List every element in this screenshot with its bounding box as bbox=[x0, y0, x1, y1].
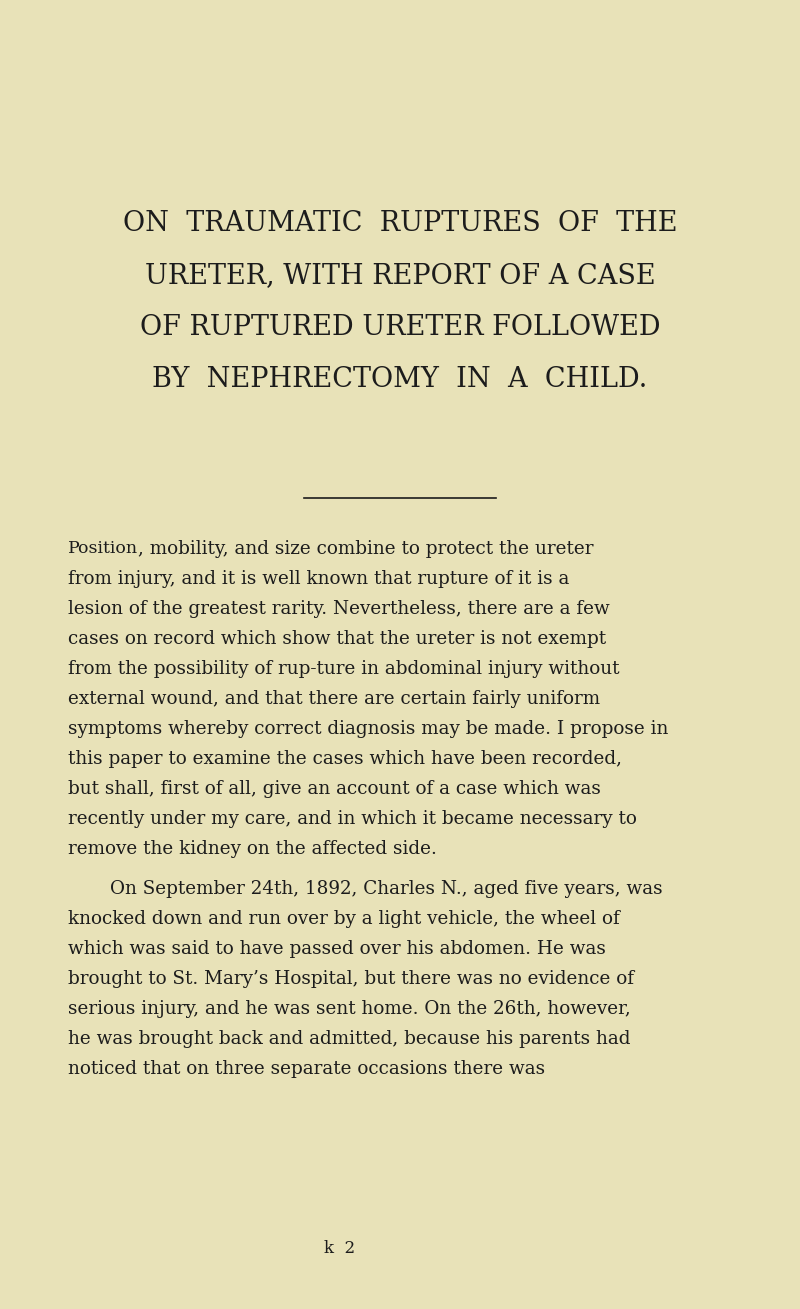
Text: k  2: k 2 bbox=[325, 1240, 355, 1257]
Text: serious injury, and he was sent home. On the 26th, however,: serious injury, and he was sent home. On… bbox=[68, 1000, 630, 1018]
Text: remove the kidney on the affected side.: remove the kidney on the affected side. bbox=[68, 840, 437, 857]
Text: On September 24th, 1892, Charles N., aged five years, was: On September 24th, 1892, Charles N., age… bbox=[110, 880, 662, 898]
Text: cases on record which show that the ureter is not exempt: cases on record which show that the uret… bbox=[68, 630, 606, 648]
Text: URETER, WITH REPORT OF A CASE: URETER, WITH REPORT OF A CASE bbox=[145, 262, 655, 289]
Text: lesion of the greatest rarity. Nevertheless, there are a few: lesion of the greatest rarity. Neverthel… bbox=[68, 600, 610, 618]
Text: , mobility, and size combine to protect the ureter: , mobility, and size combine to protect … bbox=[138, 541, 594, 558]
Text: symptoms whereby correct diagnosis may be made. I propose in: symptoms whereby correct diagnosis may b… bbox=[68, 720, 668, 738]
Text: but shall, first of all, give an account of a case which was: but shall, first of all, give an account… bbox=[68, 780, 601, 798]
Text: BY  NEPHRECTOMY  IN  A  CHILD.: BY NEPHRECTOMY IN A CHILD. bbox=[152, 367, 648, 393]
Text: he was brought back and admitted, because his parents had: he was brought back and admitted, becaus… bbox=[68, 1030, 630, 1049]
Text: brought to St. Mary’s Hospital, but there was no evidence of: brought to St. Mary’s Hospital, but ther… bbox=[68, 970, 634, 988]
Text: knocked down and run over by a light vehicle, the wheel of: knocked down and run over by a light veh… bbox=[68, 910, 620, 928]
Text: Position: Position bbox=[68, 541, 138, 558]
Text: from the possibility of rup-ture in abdominal injury without: from the possibility of rup-ture in abdo… bbox=[68, 660, 619, 678]
Text: this paper to examine the cases which have been recorded,: this paper to examine the cases which ha… bbox=[68, 750, 622, 768]
Text: recently under my care, and in which it became necessary to: recently under my care, and in which it … bbox=[68, 810, 637, 829]
Text: OF RUPTURED URETER FOLLOWED: OF RUPTURED URETER FOLLOWED bbox=[140, 314, 660, 342]
Text: noticed that on three separate occasions there was: noticed that on three separate occasions… bbox=[68, 1060, 545, 1079]
Text: which was said to have passed over his abdomen. He was: which was said to have passed over his a… bbox=[68, 940, 606, 958]
Text: ON  TRAUMATIC  RUPTURES  OF  THE: ON TRAUMATIC RUPTURES OF THE bbox=[122, 209, 678, 237]
Text: from injury, and it is well known that rupture of it is a: from injury, and it is well known that r… bbox=[68, 569, 570, 588]
Text: external wound, and that there are certain fairly uniform: external wound, and that there are certa… bbox=[68, 690, 600, 708]
